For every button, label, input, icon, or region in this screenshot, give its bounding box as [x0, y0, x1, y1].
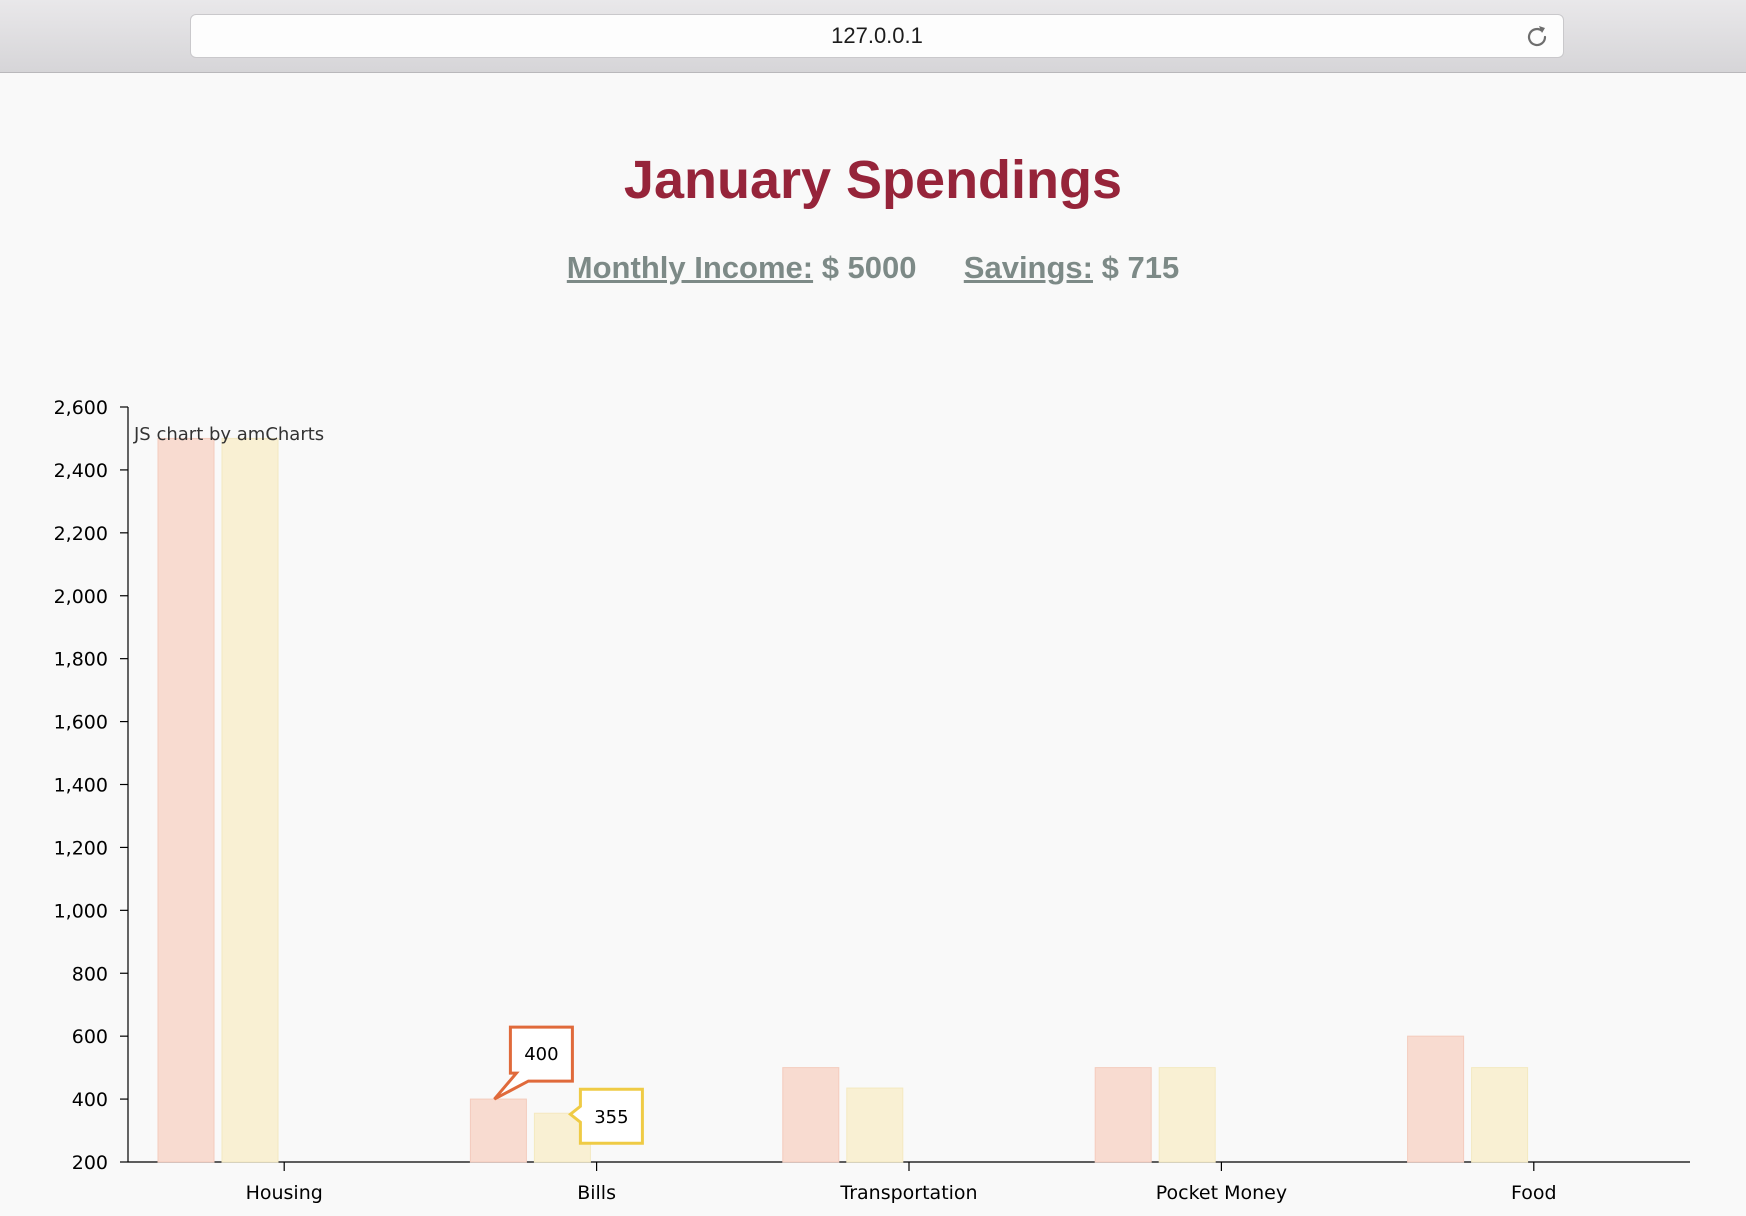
- y-tick-label: 600: [72, 1026, 108, 1048]
- balloon-label-2: 355: [594, 1107, 628, 1128]
- balloon-2: [567, 1087, 644, 1145]
- y-tick-label: 1,000: [54, 900, 108, 922]
- bar-food-series-1: [1407, 1035, 1465, 1163]
- bar-pocket-money-series-1: [1094, 1067, 1152, 1163]
- bar-housing-series-1: [157, 437, 215, 1163]
- spending-chart: 200 400 600 800 1,000 1,200 1,400 1,600 1,800 2,0…: [54, 397, 1690, 1204]
- x-tick-label: Food: [1511, 1182, 1557, 1204]
- x-tick-label: Pocket Money: [1156, 1182, 1287, 1204]
- y-tick-label: 200: [72, 1152, 108, 1174]
- x-tick-label: Transportation: [839, 1182, 977, 1204]
- y-tick-label: 1,600: [54, 712, 108, 734]
- bar-housing-series-2: [221, 437, 279, 1163]
- y-tick-label: 2,200: [54, 523, 108, 545]
- income-label[interactable]: Monthly Income:: [566, 250, 814, 285]
- address-bar[interactable]: 127.0.0.1: [190, 14, 1564, 58]
- browser-toolbar: 127.0.0.1: [0, 0, 1746, 73]
- bar-pocket-money-series-2: [1158, 1067, 1216, 1163]
- savings-value: $ 715: [1101, 250, 1180, 285]
- chart-credit[interactable]: JS chart by amCharts: [134, 424, 325, 445]
- page-title: January Spendings: [623, 150, 1123, 210]
- x-tick-label: Bills: [577, 1182, 616, 1204]
- y-tick-label: 400: [72, 1089, 108, 1111]
- x-tick-label: Housing: [246, 1182, 323, 1204]
- address-text: 127.0.0.1: [831, 23, 923, 48]
- bar-food-series-2: [1471, 1067, 1529, 1163]
- bar-transportation-series-1: [782, 1067, 840, 1163]
- balloon-label-1: 400: [524, 1044, 558, 1065]
- summary-line: Monthly Income: $ 5000 Savings: $ 715: [0, 248, 1746, 288]
- reload-icon[interactable]: [1523, 23, 1551, 51]
- bar-bills-series-1: [469, 1098, 527, 1163]
- savings-label[interactable]: Savings:: [963, 250, 1093, 285]
- y-tick-label: 1,800: [54, 649, 108, 671]
- y-tick-label: 2,400: [54, 460, 108, 482]
- balloon-1: [493, 1025, 574, 1101]
- income-value: $ 5000: [821, 250, 917, 285]
- y-tick-label: 1,200: [54, 837, 108, 859]
- y-tick-label: 2,000: [54, 586, 108, 608]
- y-tick-label: 800: [72, 963, 108, 985]
- bar-transportation-series-2: [846, 1087, 904, 1163]
- y-tick-label: 2,600: [54, 397, 108, 419]
- y-tick-label: 1,400: [54, 775, 108, 797]
